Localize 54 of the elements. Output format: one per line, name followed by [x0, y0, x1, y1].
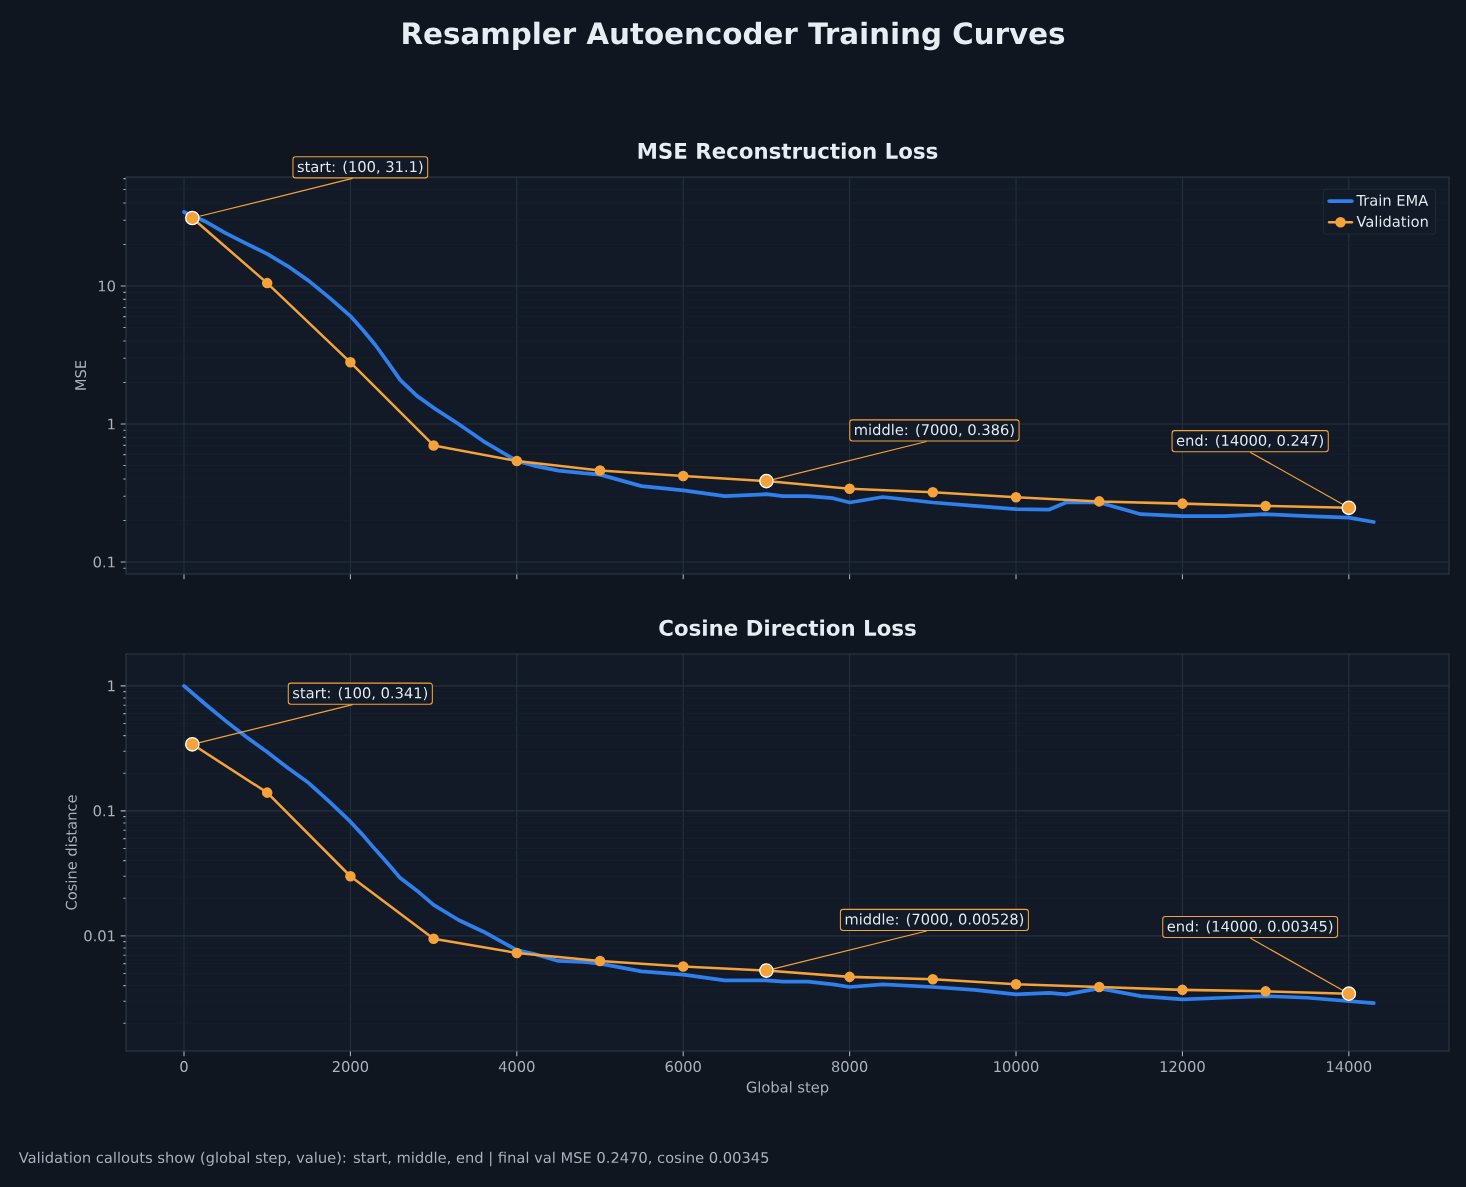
y-axis-title: MSE — [75, 360, 87, 390]
point — [1010, 491, 1022, 503]
legend-label: Train EMA — [1356, 194, 1429, 206]
point — [261, 277, 273, 289]
x-tick-label: 2000 — [332, 1061, 369, 1073]
annotation: start: (100, 31.1) — [297, 160, 423, 174]
annotation: start: (100, 0.341) — [293, 687, 428, 701]
point — [345, 357, 356, 368]
annotation: middle: (7000, 0.386) — [855, 423, 1014, 437]
point — [428, 440, 439, 451]
annotation: end: (14000, 0.00345) — [1167, 920, 1333, 934]
text: Resampler Autoencoder Training Curves — [403, 21, 1065, 51]
point — [511, 947, 523, 959]
point — [594, 465, 606, 476]
legend-label: Validation — [1356, 215, 1428, 227]
annotation: end: (14000, 0.247) — [1176, 434, 1323, 448]
chart-title: MSE Reconstruction Loss — [638, 142, 938, 159]
point — [345, 870, 356, 882]
point — [1093, 981, 1105, 993]
x-tick-label: 6000 — [665, 1061, 701, 1073]
x-tick-label: 4000 — [498, 1061, 535, 1073]
point — [1177, 498, 1188, 509]
point — [1177, 984, 1188, 996]
x-tick-label: 8000 — [831, 1061, 868, 1073]
y-tick-label: 0.1 — [93, 805, 115, 817]
x-tick-label: 10000 — [994, 1061, 1039, 1073]
y-tick-label: 0.1 — [93, 556, 115, 568]
point — [261, 787, 273, 798]
point — [677, 961, 689, 972]
y-tick-label: 1 — [108, 418, 115, 430]
x-axis-title: Global step — [746, 1081, 829, 1096]
y-tick-label: 10 — [98, 280, 115, 292]
point — [844, 483, 855, 494]
point — [594, 955, 606, 967]
point — [844, 971, 855, 983]
text: Validation callouts show (global step, value): start, middle, end | final val MSE 0.2470, cosine 0.00345 — [18, 1151, 769, 1167]
point — [511, 455, 523, 467]
x-tick-label: 0 — [180, 1061, 188, 1073]
point — [1260, 986, 1271, 997]
point — [677, 470, 689, 482]
point — [1260, 500, 1271, 512]
point — [927, 487, 939, 498]
point — [1010, 979, 1022, 990]
y-tick-label: 0.01 — [84, 930, 115, 942]
chart-title: Cosine Direction Loss — [659, 619, 916, 636]
line-series — [182, 684, 1376, 1005]
x-tick-label: 12000 — [1160, 1061, 1205, 1073]
y-tick-label: 1 — [108, 680, 115, 692]
annotation: middle: (7000, 0.00528) — [845, 913, 1024, 927]
point — [1093, 496, 1105, 507]
x-tick-label: 14000 — [1327, 1061, 1372, 1073]
point — [927, 973, 939, 985]
y-axis-title: Cosine distance — [65, 795, 77, 910]
point — [428, 933, 439, 944]
